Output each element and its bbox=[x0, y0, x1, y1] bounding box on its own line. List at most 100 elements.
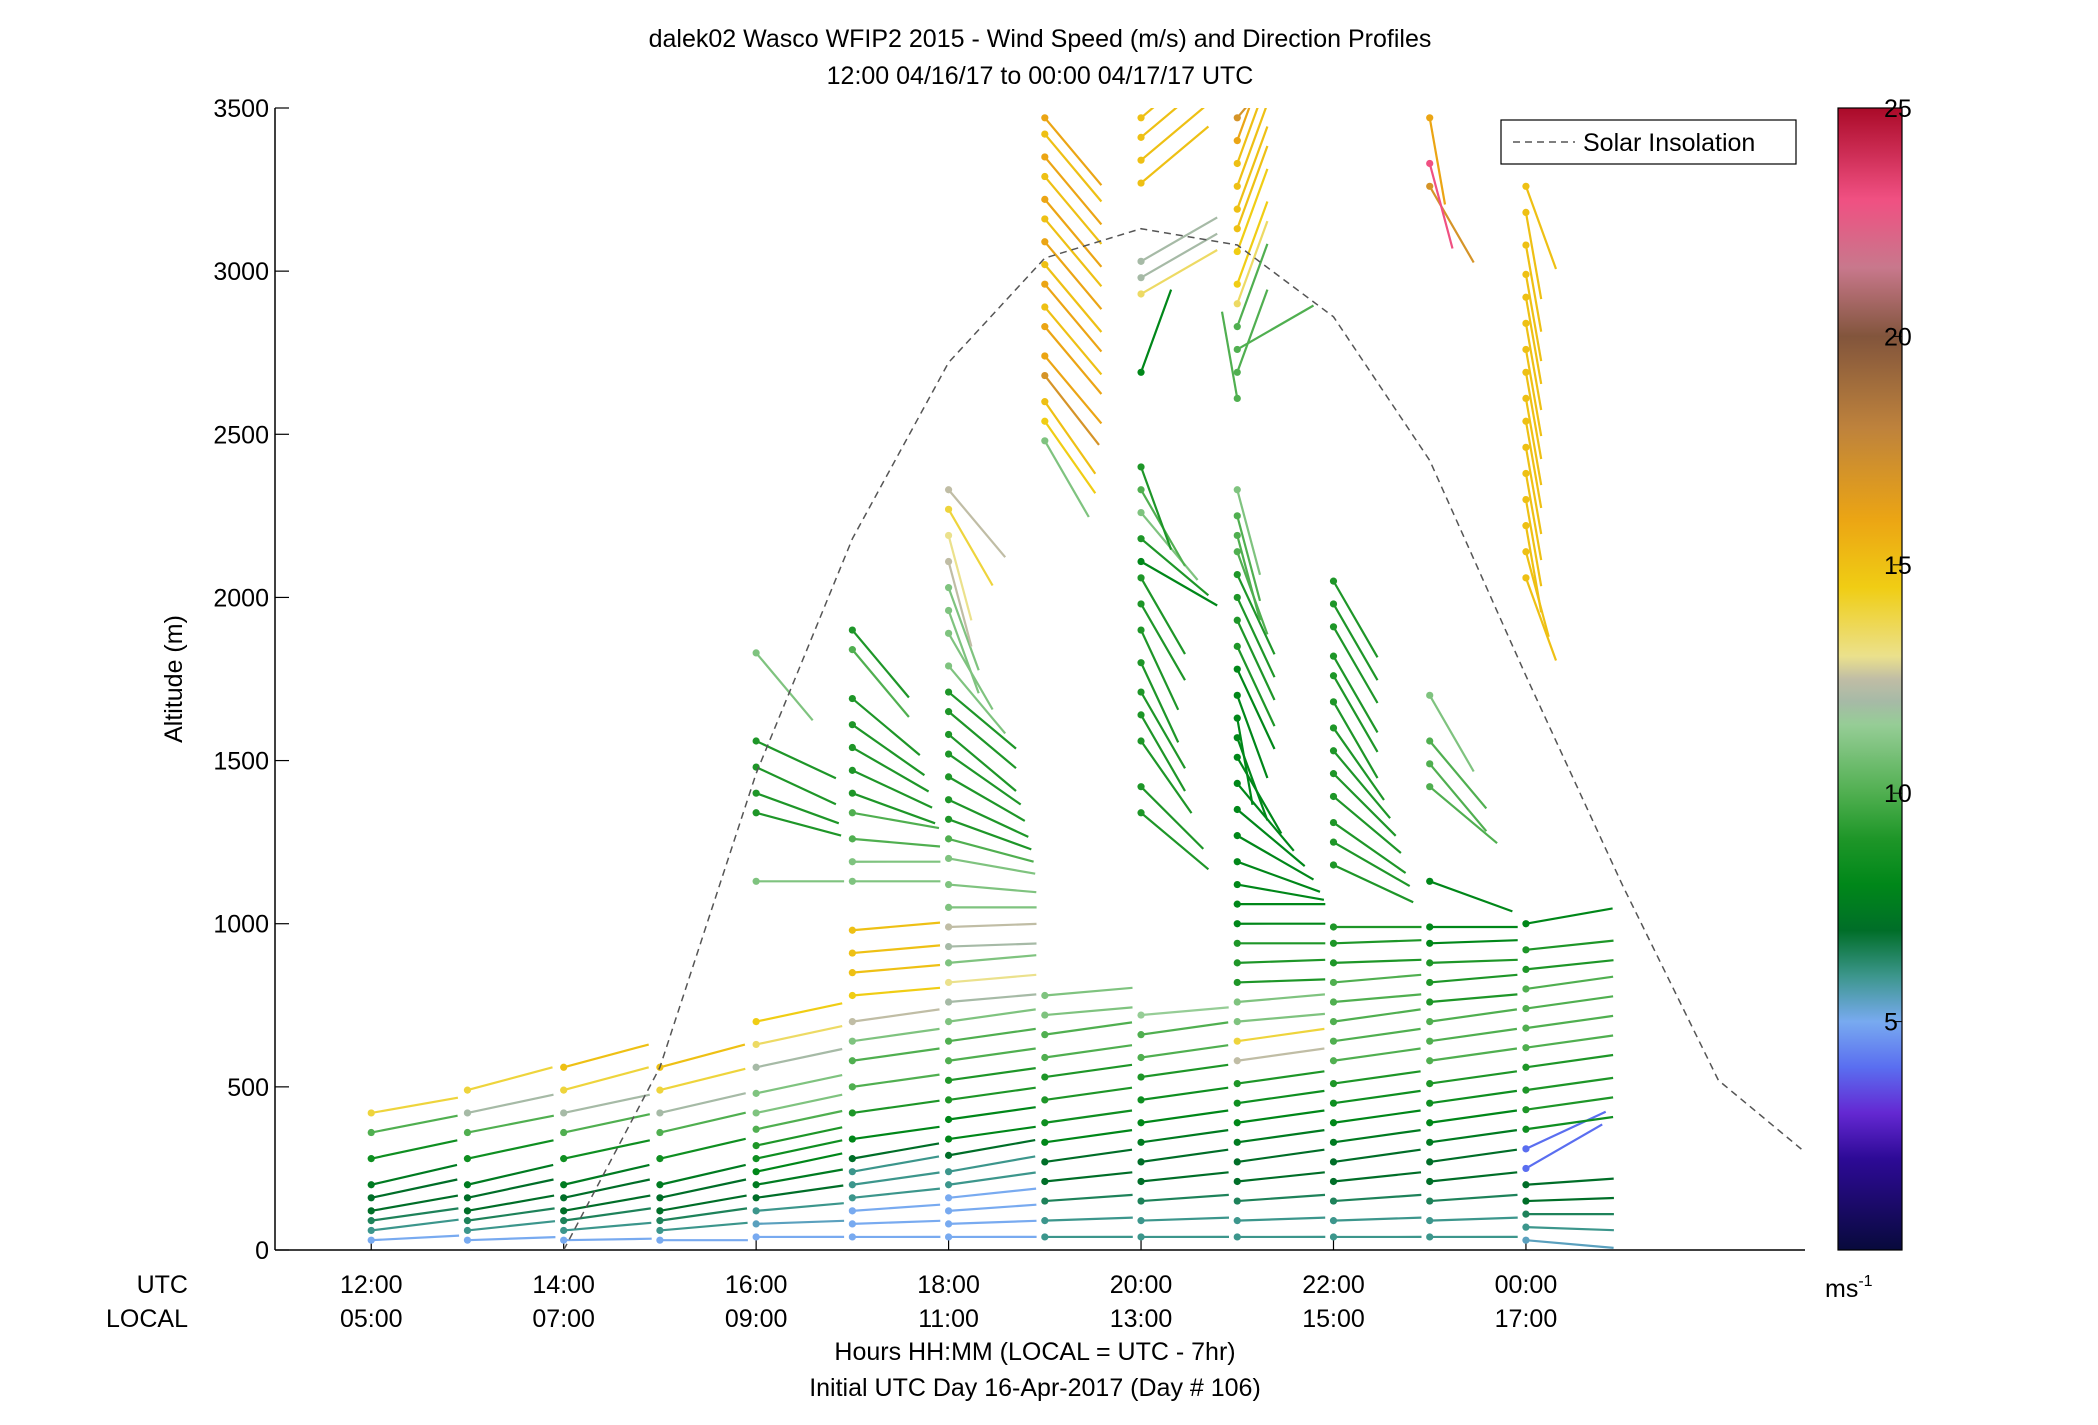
wind-barb-line bbox=[1429, 958, 1518, 964]
wind-barb-line bbox=[947, 733, 1017, 792]
wind-barb-line bbox=[370, 1139, 458, 1160]
wind-barb-line bbox=[1140, 740, 1193, 814]
wind-barb-line bbox=[1236, 304, 1315, 351]
x-tick-label-local: 15:00 bbox=[1302, 1305, 1365, 1333]
wind-barb-dot bbox=[1137, 368, 1145, 376]
wind-barb-dot bbox=[1522, 443, 1530, 451]
wind-barb-dot bbox=[1233, 323, 1241, 331]
wind-barb-line bbox=[1333, 973, 1422, 984]
wind-barb-line bbox=[948, 798, 1029, 838]
colorbar-tick-group: 5 10 15 20 25 bbox=[1884, 95, 1912, 1037]
wind-barb-dot bbox=[1041, 1138, 1049, 1146]
wind-barb-dot bbox=[848, 646, 856, 654]
wind-barb-line bbox=[1429, 880, 1513, 913]
wind-barb-dot bbox=[1329, 861, 1338, 869]
wind-barb-dot bbox=[944, 835, 953, 843]
wind-barb-line bbox=[1043, 175, 1103, 245]
wind-barb-dot bbox=[1041, 1053, 1049, 1062]
wind-barb-dot bbox=[1329, 770, 1338, 778]
wind-barb-dot bbox=[560, 1063, 568, 1071]
wind-barb-dot bbox=[656, 1181, 664, 1189]
wind-barb-line bbox=[1332, 821, 1407, 874]
wind-barb-line bbox=[947, 535, 973, 621]
wind-barb-dot bbox=[752, 649, 760, 657]
wind-barb-dot bbox=[944, 557, 953, 566]
wind-barb-line bbox=[370, 1178, 458, 1199]
wind-barb-dot bbox=[848, 835, 856, 843]
wind-barb-dot bbox=[1233, 1197, 1241, 1205]
x-tick-label-utc: 00:00 bbox=[1495, 1271, 1558, 1299]
wind-barb-line bbox=[755, 1025, 843, 1046]
wind-barb-line bbox=[1429, 1193, 1518, 1203]
wind-barb-line bbox=[948, 1187, 1037, 1199]
wind-barb-line bbox=[1140, 466, 1173, 550]
wind-barb-line bbox=[659, 1092, 746, 1115]
wind-barb-dot bbox=[1426, 1079, 1434, 1088]
wind-barb-line bbox=[755, 766, 837, 806]
wind-barb-dot bbox=[1137, 626, 1145, 634]
wind-barb-dot bbox=[656, 1086, 664, 1094]
wind-barb-line bbox=[1237, 1216, 1326, 1222]
wind-barb-dot bbox=[1522, 208, 1530, 217]
wind-barb-dot bbox=[848, 1018, 856, 1026]
wind-barb-dot bbox=[1233, 734, 1241, 742]
wind-barb-line bbox=[467, 1236, 556, 1242]
wind-barb-dot bbox=[1041, 1217, 1049, 1225]
wind-barb-dot bbox=[463, 1217, 472, 1225]
colorbar-tick-label: 10 bbox=[1884, 780, 1912, 808]
wind-barb-dot bbox=[1233, 531, 1241, 540]
wind-barb-line bbox=[1333, 958, 1422, 964]
wind-barb-line bbox=[755, 811, 842, 837]
x-tick-label-local: 11:00 bbox=[918, 1305, 979, 1333]
wind-barb-dot bbox=[1329, 1158, 1338, 1166]
wind-barb-dot bbox=[1329, 698, 1338, 706]
wind-barb-dot bbox=[848, 1207, 856, 1215]
wind-barb-line bbox=[1524, 212, 1543, 300]
wind-barb-dot bbox=[1233, 345, 1241, 354]
wind-barb-dot bbox=[1522, 1044, 1530, 1052]
wind-barb-dot bbox=[1522, 985, 1530, 993]
wind-barb-dot bbox=[560, 1217, 568, 1225]
wind-barb-dot bbox=[944, 1135, 953, 1143]
wind-barb-line bbox=[755, 1168, 843, 1186]
wind-barb-dot bbox=[1137, 659, 1145, 667]
wind-barb-dot bbox=[1233, 832, 1241, 840]
wind-barb-line bbox=[852, 1008, 940, 1023]
wind-barb-dot bbox=[1329, 1217, 1338, 1225]
wind-barb-line bbox=[1525, 975, 1614, 991]
wind-barb-line bbox=[948, 857, 1036, 875]
x-tick-label-utc: 16:00 bbox=[725, 1271, 788, 1299]
wind-barb-line bbox=[1044, 1044, 1133, 1059]
wind-barb-dot bbox=[1137, 711, 1145, 719]
wind-barb-dot bbox=[944, 730, 953, 739]
wind-barb-dot bbox=[752, 1220, 760, 1228]
wind-barb-line bbox=[371, 1096, 459, 1115]
wind-barb-dot bbox=[1329, 1018, 1338, 1026]
wind-barb-dot bbox=[1233, 1099, 1241, 1107]
wind-barb-line bbox=[1140, 1006, 1229, 1017]
wind-barb-line bbox=[1333, 1193, 1422, 1203]
x-tick-label-local: 07:00 bbox=[532, 1305, 595, 1333]
wind-barb-dot bbox=[463, 1109, 472, 1117]
wind-barb-line bbox=[1140, 811, 1210, 871]
wind-barb-line bbox=[948, 1106, 1036, 1121]
wind-barb-dot bbox=[656, 1236, 664, 1244]
wind-barb-line bbox=[1524, 525, 1543, 613]
wind-barb-line bbox=[851, 792, 936, 825]
wind-barb-dot bbox=[752, 809, 760, 817]
wind-barb-dot bbox=[848, 1109, 856, 1117]
wind-barb-line bbox=[1524, 421, 1543, 509]
y-tick-label: 2000 bbox=[213, 584, 269, 612]
wind-barb-dot bbox=[1426, 998, 1434, 1006]
wind-barb-dot bbox=[463, 1128, 472, 1137]
wind-barb-line bbox=[755, 1074, 843, 1095]
wind-barb-line bbox=[1332, 841, 1411, 888]
wind-barb-line bbox=[1140, 249, 1218, 295]
wind-barb-line bbox=[852, 986, 941, 997]
wind-barb-dot bbox=[848, 766, 856, 774]
wind-barb-line bbox=[1333, 1148, 1421, 1163]
wind-barb-dot bbox=[1522, 946, 1530, 954]
wind-barb-line bbox=[852, 963, 941, 974]
